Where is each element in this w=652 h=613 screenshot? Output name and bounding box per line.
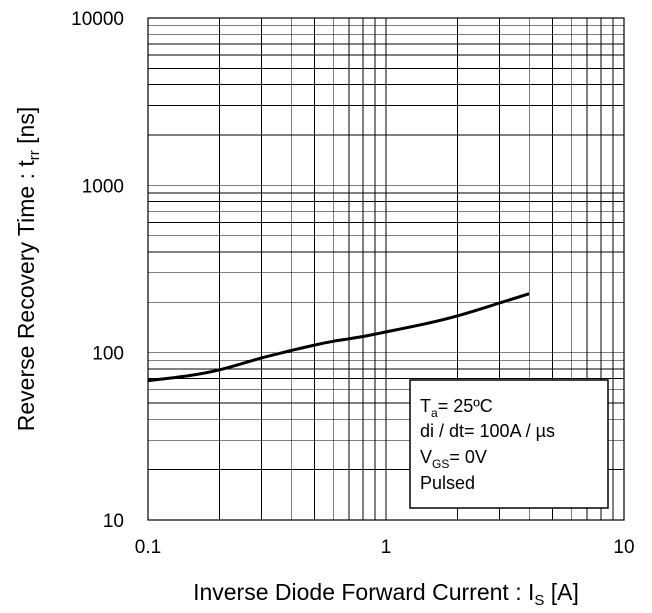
x-tick-label: 1	[381, 537, 392, 558]
legend-line-3: VGS= 0V	[420, 447, 487, 471]
y-tick-label: 100	[92, 344, 124, 365]
x-axis-label: Inverse Diode Forward Current : IS [A]	[193, 579, 579, 609]
x-tick-label: 0.1	[135, 537, 161, 558]
legend-line-4: Pulsed	[420, 473, 475, 493]
y-tick-label: 10	[103, 511, 124, 532]
x-tick-label: 10	[613, 537, 634, 558]
y-tick-label: 1000	[82, 176, 124, 197]
y-axis-label: Reverse Recovery Time : trr [ns]	[13, 107, 43, 431]
plot-frame	[147, 17, 625, 521]
y-tick-label: 10000	[71, 9, 124, 30]
legend: Ta= 25ºC di / dt= 100A / µs VGS= 0V Puls…	[409, 379, 609, 509]
legend-line-2: di / dt= 100A / µs	[420, 421, 555, 441]
x-tick-labels: 0.1 1 10	[135, 537, 635, 558]
y-tick-labels: 10 100 1000 10000	[71, 9, 124, 532]
series-line	[147, 292, 530, 383]
legend-line-1: Ta= 25ºC	[420, 396, 493, 420]
legend-box	[409, 379, 609, 509]
